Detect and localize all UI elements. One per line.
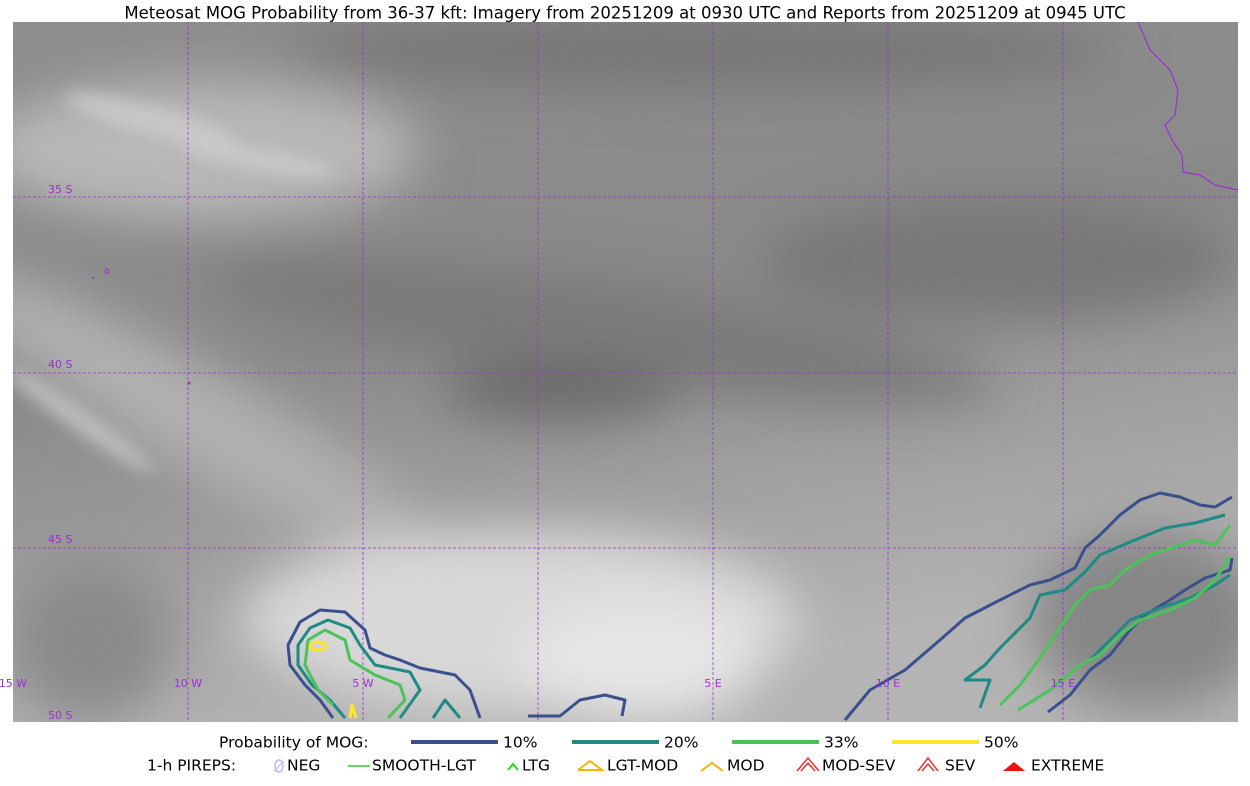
legend-label: LGT-MOD xyxy=(607,757,678,775)
legend-label: 20% xyxy=(664,734,698,752)
legend-label: SMOOTH-LGT xyxy=(372,757,476,775)
lon-label: 15 W xyxy=(0,677,27,690)
title: Meteosat MOG Probability from 36-37 kft:… xyxy=(124,4,1125,23)
lat-label: 40 S xyxy=(48,358,72,371)
lon-label: 10 W xyxy=(174,677,202,690)
legend-label: 50% xyxy=(984,734,1018,752)
mog-legend: Probability of MOG: 10% 20% 33% 50% xyxy=(219,734,1018,752)
lon-label: 5 E xyxy=(704,677,721,690)
lon-label: 15 E xyxy=(1051,677,1075,690)
lat-label: 50 S xyxy=(48,709,72,722)
legend-label: MOD xyxy=(727,757,765,775)
legend-label: NEG xyxy=(287,757,320,775)
legend-label: SEV xyxy=(945,757,976,775)
legend-label: 10% xyxy=(503,734,537,752)
legend-title: 1-h PIREPS: xyxy=(147,757,236,775)
lon-label: 10 E xyxy=(876,677,900,690)
lon-label: 5 W xyxy=(352,677,373,690)
legend-label: EXTREME xyxy=(1031,757,1104,775)
lat-label: 45 S xyxy=(48,533,72,546)
legend-label: 33% xyxy=(824,734,858,752)
lat-label: 35 S xyxy=(48,183,72,196)
geo-labels: 35 S 40 S 45 S 50 S 15 W 10 W 5 W 5 E 10… xyxy=(0,183,1075,722)
satellite-image xyxy=(13,22,1238,722)
pirep-legend: 1-h PIREPS: NEG SMOOTH-LGT LTG LGT-MOD M… xyxy=(147,757,1104,775)
legend-title: Probability of MOG: xyxy=(219,734,369,752)
legend-label: LTG xyxy=(522,757,550,775)
legend-label: MOD-SEV xyxy=(822,757,896,775)
mog-contours xyxy=(286,491,1234,721)
graticule xyxy=(13,22,1238,722)
